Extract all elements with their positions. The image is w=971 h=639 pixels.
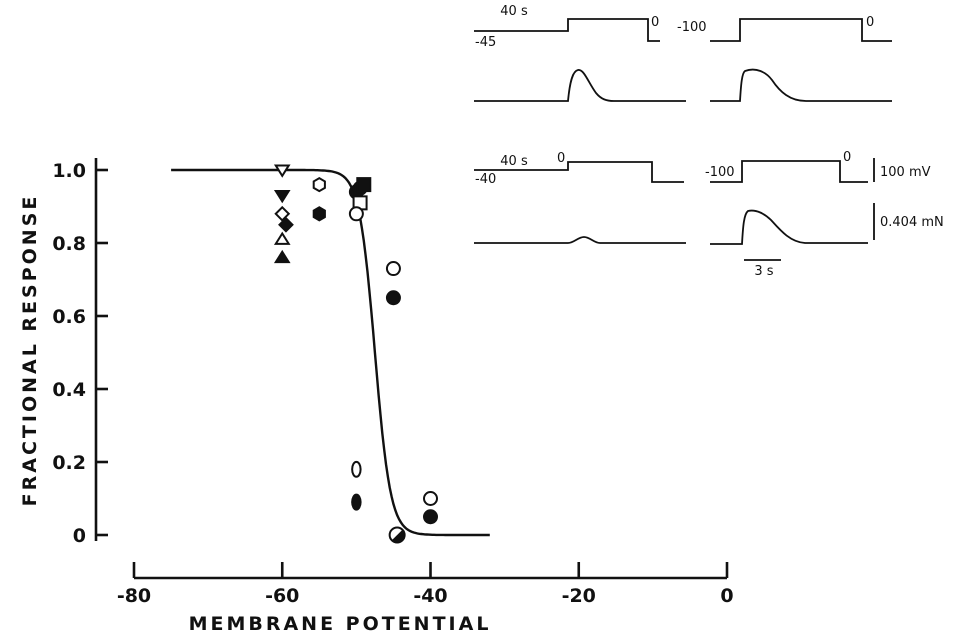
inset-bottom-left-voltage-trace	[474, 161, 684, 183]
scale-bar-time-label: 3 s	[754, 264, 773, 279]
scale-bar-force-label: 0.404 mN	[880, 215, 944, 230]
x-tick-label: -80	[117, 585, 151, 607]
data-point-circle-half-filled	[388, 526, 406, 544]
y-tick-label: 0.2	[52, 452, 86, 474]
inset-top-right-force-trace	[710, 68, 892, 102]
data-point-circle-filled	[385, 290, 401, 306]
inset-top-zero-right: 0	[866, 15, 874, 30]
axes	[94, 158, 727, 580]
x-axis-ticks: -80 -60 -40 -20 0	[117, 562, 734, 607]
data-point-circle-open	[385, 261, 401, 277]
x-tick-label: 0	[720, 585, 733, 607]
data-point-triangle-down-open	[273, 164, 291, 178]
data-point-hexagon-filled	[312, 206, 326, 222]
y-axis-title: FRACTIONAL RESPONSE	[19, 194, 41, 507]
inset-top-zero-left: 0	[651, 15, 659, 30]
inset-bottom-right-voltage-trace	[710, 160, 868, 183]
y-tick-label: 0.8	[52, 233, 86, 255]
data-point-triangle-up-open	[273, 231, 291, 245]
fit-curve	[171, 168, 490, 537]
data-points	[273, 164, 438, 544]
inset-top-right-voltage-trace	[710, 18, 892, 42]
inset-top-hold-potential-left: -45	[475, 35, 496, 50]
y-tick-label: 0.6	[52, 306, 86, 328]
inset-bottom-hold-potential-right: -100	[705, 165, 735, 180]
y-tick-label: 0	[73, 525, 86, 547]
inset-bottom-left-force-trace	[474, 236, 686, 244]
data-point-circle-filled	[423, 509, 438, 525]
data-point-triangle-down-filled	[273, 190, 291, 204]
y-tick-label: 0.4	[52, 379, 86, 401]
x-tick-label: -40	[413, 585, 447, 607]
inset-bottom-zero-left: 0	[557, 151, 565, 166]
inset-bottom-right-force-trace	[710, 209, 868, 245]
data-point-hexagon-open	[312, 176, 326, 193]
inset-bottom-hold-label: 40 s	[500, 154, 528, 169]
data-point-ellipse-open	[351, 460, 362, 478]
inset-top: 40 s -45 0 -100 0	[474, 4, 892, 102]
data-point-square-filled	[356, 177, 372, 193]
x-axis-title: MEMBRANE POTENTIAL	[189, 613, 492, 635]
inset-bottom: 40 s -40 0 -100 0 100 mV 0.404 mN 3 s	[474, 150, 944, 279]
scale-bar-voltage-label: 100 mV	[880, 165, 931, 180]
x-tick-label: -60	[265, 585, 299, 607]
x-tick-label: -20	[562, 585, 596, 607]
data-point-circle-open	[348, 206, 364, 222]
inset-top-hold-label: 40 s	[500, 4, 528, 19]
inset-top-hold-potential-right: -100	[677, 20, 707, 35]
data-point-circle-open	[423, 491, 438, 506]
data-point-diamond-open	[274, 205, 291, 222]
data-point-ellipse-filled	[351, 493, 362, 511]
data-point-triangle-up-filled	[273, 249, 291, 264]
inset-top-left-voltage-trace	[474, 18, 660, 42]
inset-bottom-hold-potential-left: -40	[475, 172, 496, 187]
y-tick-label: 1.0	[52, 160, 86, 182]
y-axis-ticks: 0 0.2 0.4 0.6 0.8 1.0	[52, 160, 108, 547]
data-point-diamond-filled	[278, 216, 294, 233]
inset-bottom-zero-right: 0	[843, 150, 851, 165]
inset-top-left-force-trace	[474, 69, 686, 102]
